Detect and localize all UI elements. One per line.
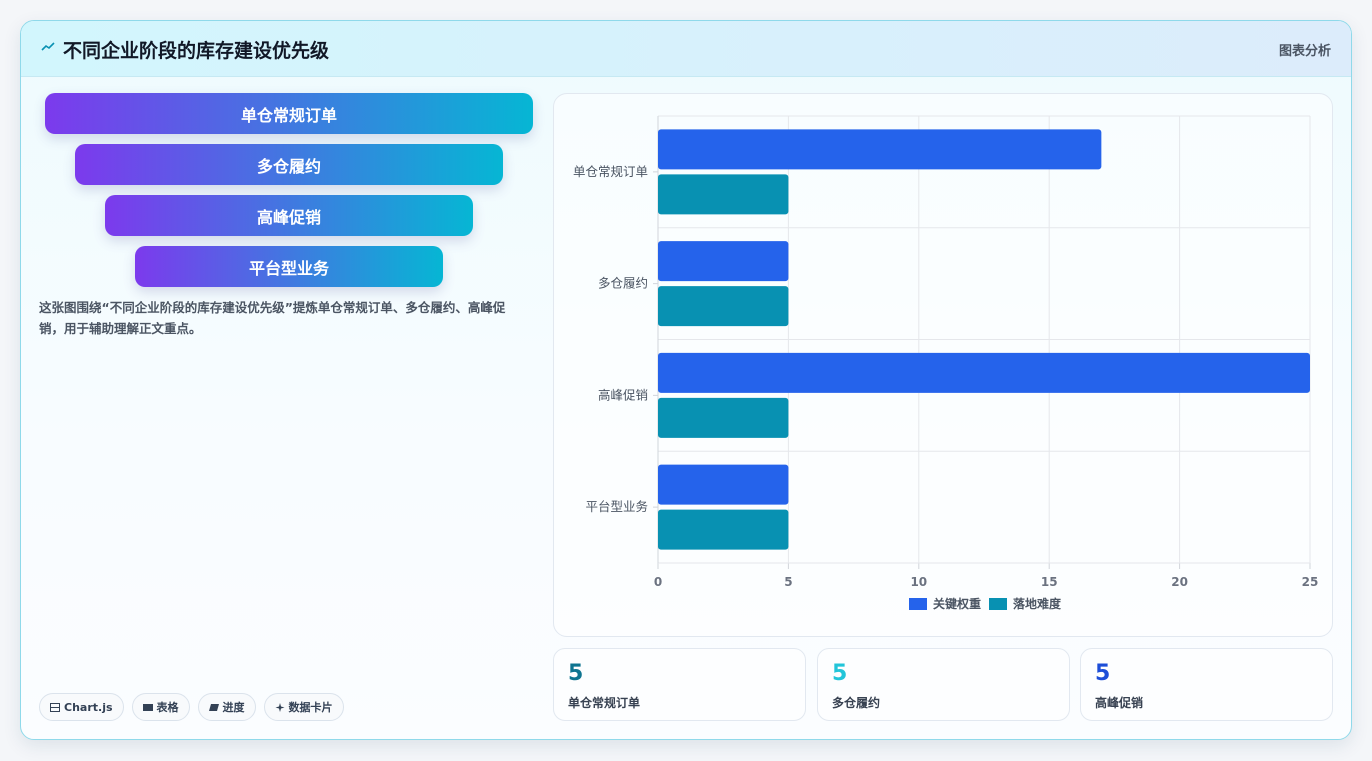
main-card: 不同企业阶段的库存建设优先级 图表分析 单仓常规订单 多仓履约 高峰促销 平台型…	[20, 20, 1352, 740]
legend-label: 落地难度	[1013, 596, 1062, 611]
header-tag: 图表分析	[1278, 44, 1331, 59]
chip-chartjs[interactable]: Chart.js	[39, 693, 124, 721]
trend-icon	[41, 42, 55, 51]
progress-icon	[208, 703, 219, 711]
chip-list: Chart.js 表格 进度 数据卡片	[39, 693, 344, 721]
chip-label: 数据卡片	[288, 701, 333, 714]
bar	[658, 241, 789, 282]
bar	[658, 286, 789, 327]
x-tick-label: 0	[654, 575, 662, 589]
y-tick-label: 多仓履约	[598, 276, 648, 291]
stat-card-1: 5 单仓常规订单	[553, 648, 806, 721]
legend-swatch	[909, 598, 927, 610]
legend-swatch	[989, 598, 1007, 610]
bar	[658, 509, 789, 550]
chart-panel: 0 5 10 15 20 25 单仓常规订单多仓履约高峰促销平台型业务关键权重 落地难度	[553, 93, 1333, 637]
funnel-item-4: 平台型业务	[135, 246, 443, 287]
chip-label: Chart.js	[64, 700, 113, 714]
funnel-item-2: 多仓履约	[75, 144, 503, 185]
stat-card-3: 5 高峰促销	[1080, 648, 1333, 721]
x-tick-label: 20	[1171, 575, 1188, 589]
y-tick-label: 平台型业务	[585, 499, 648, 514]
stat-value: 5	[1095, 661, 1111, 686]
stat-value: 5	[568, 661, 584, 686]
chip-progress[interactable]: 进度	[197, 693, 256, 721]
stat-value: 5	[832, 661, 848, 686]
funnel-item-1: 单仓常规订单	[45, 93, 533, 134]
stat-label: 多仓履约	[832, 696, 881, 710]
bar	[658, 174, 789, 215]
chip-table[interactable]: 表格	[131, 693, 190, 721]
table-icon	[142, 703, 153, 711]
x-tick-label: 5	[784, 575, 792, 589]
chart-icon	[50, 702, 60, 712]
x-tick-label: 25	[1302, 575, 1319, 589]
bar	[658, 129, 1102, 170]
card-header: 不同企业阶段的库存建设优先级 图表分析	[21, 21, 1351, 77]
stat-label: 单仓常规订单	[568, 696, 641, 710]
chart-description: 这张图围绕“不同企业阶段的库存建设优先级”提炼单仓常规订单、多仓履约、高峰促销，…	[39, 300, 506, 336]
y-tick-label: 高峰促销	[598, 387, 648, 402]
bar	[658, 464, 789, 505]
sparkle-icon	[275, 702, 285, 712]
stat-label: 高峰促销	[1095, 696, 1144, 710]
x-tick-label: 10	[910, 575, 927, 589]
stat-card-2: 5 多仓履约	[817, 648, 1070, 721]
chip-label: 进度	[222, 701, 245, 714]
funnel-item-3: 高峰促销	[105, 195, 473, 236]
legend-label: 关键权重	[933, 596, 981, 611]
bar	[658, 397, 789, 438]
page-title: 不同企业阶段的库存建设优先级	[63, 40, 330, 62]
chip-label: 表格	[156, 701, 179, 714]
chip-data-card[interactable]: 数据卡片	[263, 693, 344, 721]
x-tick-label: 15	[1041, 575, 1058, 589]
y-tick-label: 单仓常规订单	[573, 164, 648, 179]
bar	[658, 352, 1310, 393]
